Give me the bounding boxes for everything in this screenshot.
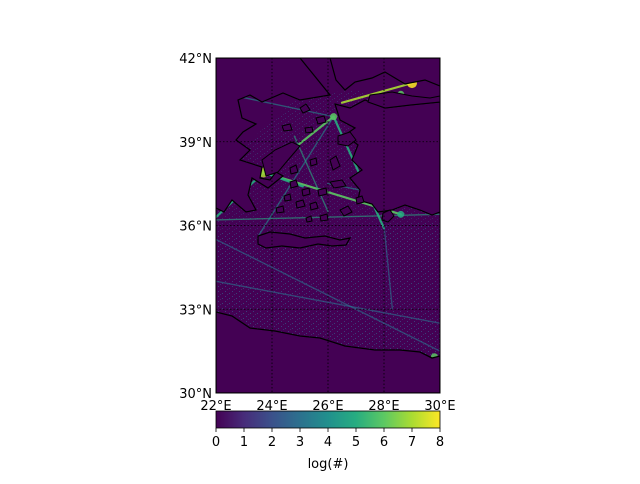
colorbar-gradient bbox=[215, 410, 441, 429]
thrace-coast bbox=[329, 58, 440, 91]
lon-tick-label: 30°E bbox=[424, 399, 455, 414]
marmara-coast bbox=[367, 91, 440, 109]
shipping-route bbox=[257, 115, 335, 238]
colorbar-tick-label: 3 bbox=[296, 435, 304, 450]
shipping-route bbox=[240, 96, 335, 118]
lat-tick-label: 33°N bbox=[179, 303, 212, 318]
shipping-route bbox=[216, 238, 440, 352]
traffic-hotspot bbox=[397, 210, 405, 218]
map-frame bbox=[215, 57, 441, 394]
colorbar-tick-label: 5 bbox=[352, 435, 360, 450]
colorbar-ticks: 0 1 2 3 4 5 6 7 8 bbox=[212, 428, 444, 450]
lat-tick-label: 39°N bbox=[179, 136, 212, 151]
lon-tick-label: 24°E bbox=[256, 399, 287, 414]
colorbar-tick-label: 6 bbox=[380, 435, 388, 450]
lat-tick-label: 30°N bbox=[179, 387, 212, 402]
shipping-route bbox=[216, 280, 440, 324]
lat-tick-label: 42°N bbox=[179, 52, 212, 67]
colorbar-tick-label: 0 bbox=[212, 435, 220, 450]
colorbar-tick-label: 8 bbox=[436, 435, 444, 450]
greece-mainland bbox=[216, 58, 332, 213]
evia-island bbox=[261, 141, 301, 177]
colorbar-tick-label: 2 bbox=[268, 435, 276, 450]
north-aegean-islands bbox=[281, 103, 327, 134]
shipping-route bbox=[383, 224, 394, 310]
colorbar: 0 1 2 3 4 5 6 7 8 log(#) bbox=[212, 410, 444, 472]
samos-island bbox=[329, 179, 347, 189]
map-panel bbox=[215, 57, 441, 394]
lon-tick-label: 26°E bbox=[312, 399, 343, 414]
shipping-route bbox=[293, 135, 329, 213]
crete-island bbox=[257, 231, 352, 249]
turkey-mainland bbox=[334, 99, 440, 216]
cyclades-islands bbox=[275, 157, 365, 223]
lesbos-island bbox=[337, 131, 357, 147]
colorbar-label: log(#) bbox=[308, 457, 349, 472]
rhodes-island bbox=[381, 209, 395, 223]
longitude-labels: 22°E 24°E 26°E 28°E 30°E bbox=[200, 399, 455, 414]
lon-tick-label: 22°E bbox=[200, 399, 231, 414]
traffic-hotspot bbox=[330, 113, 338, 121]
lat-tick-label: 36°N bbox=[179, 220, 212, 235]
shipping-route bbox=[340, 82, 414, 104]
colorbar-tick-label: 7 bbox=[408, 435, 416, 450]
colorbar-tick-label: 1 bbox=[240, 435, 248, 450]
lon-tick-label: 28°E bbox=[368, 399, 399, 414]
colorbar-tick-label: 4 bbox=[324, 435, 332, 450]
chios-island bbox=[329, 155, 341, 171]
latitude-labels: 30°N 33°N 36°N 39°N 42°N bbox=[179, 52, 212, 402]
